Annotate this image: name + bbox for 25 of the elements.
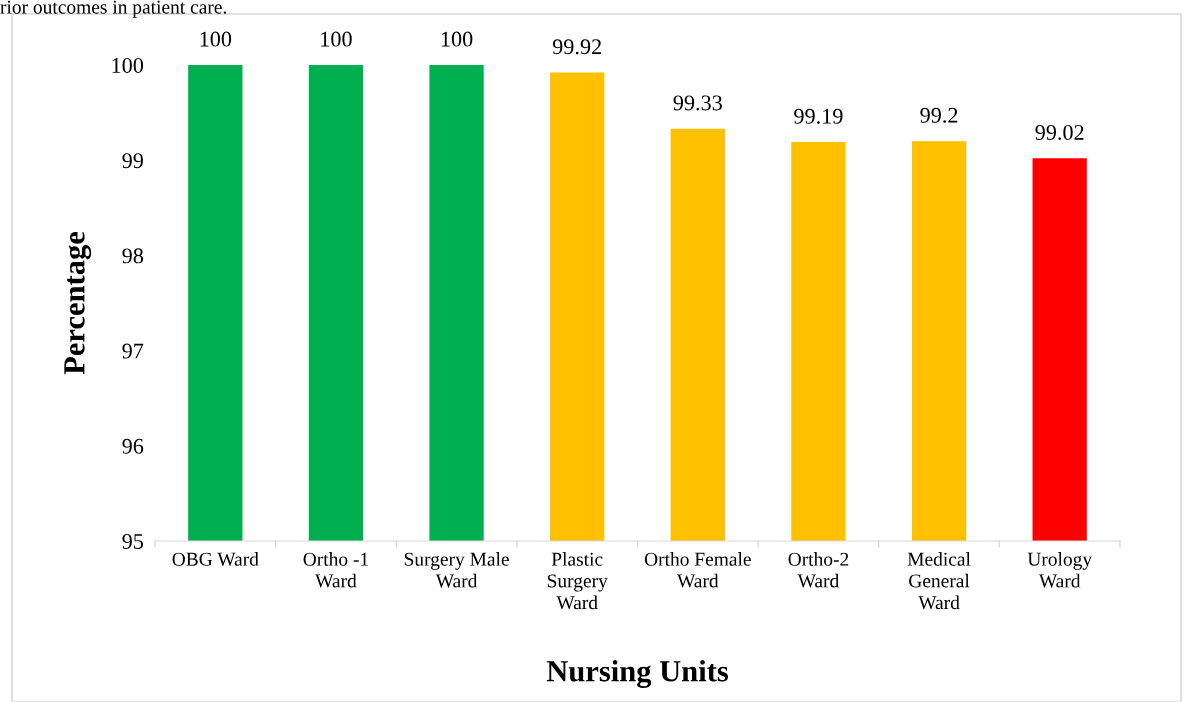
y-tick-label: 98: [122, 248, 144, 264]
data-label: 100: [441, 31, 473, 47]
x-tick-label: Medical General Ward: [907, 552, 971, 610]
x-tick-label: Urology Ward: [1027, 552, 1093, 588]
y-tick-label: 97: [122, 343, 144, 359]
y-tick-label: 100: [112, 57, 144, 73]
data-label: 99.92: [552, 39, 601, 55]
data-label: 99.33: [673, 95, 722, 111]
data-label: 100: [200, 31, 232, 47]
x-tick-label: Surgery Male Ward: [404, 552, 509, 588]
x-tick-label: Ortho -1 Ward: [303, 552, 368, 588]
y-tick-label: 95: [122, 533, 144, 549]
x-tick-label: Plastic Surgery Ward: [547, 552, 608, 610]
data-label: 99.19: [794, 108, 843, 124]
data-label: 99.2: [920, 107, 958, 123]
y-axis-title: Percentage: [64, 231, 92, 375]
x-axis-title: Nursing Units: [546, 660, 729, 688]
text: rior outcomes in patient care.: [0, 0, 227, 18]
data-label: 99.02: [1035, 124, 1084, 140]
y-tick-label: 96: [122, 438, 144, 454]
data-label: 100: [321, 31, 352, 47]
x-tick-label: Ortho-2 Ward: [788, 552, 849, 588]
x-tick-label: Ortho Female Ward: [644, 552, 751, 588]
x-tick-label: OBG Ward: [172, 552, 259, 566]
y-tick-label: 99: [122, 153, 143, 169]
